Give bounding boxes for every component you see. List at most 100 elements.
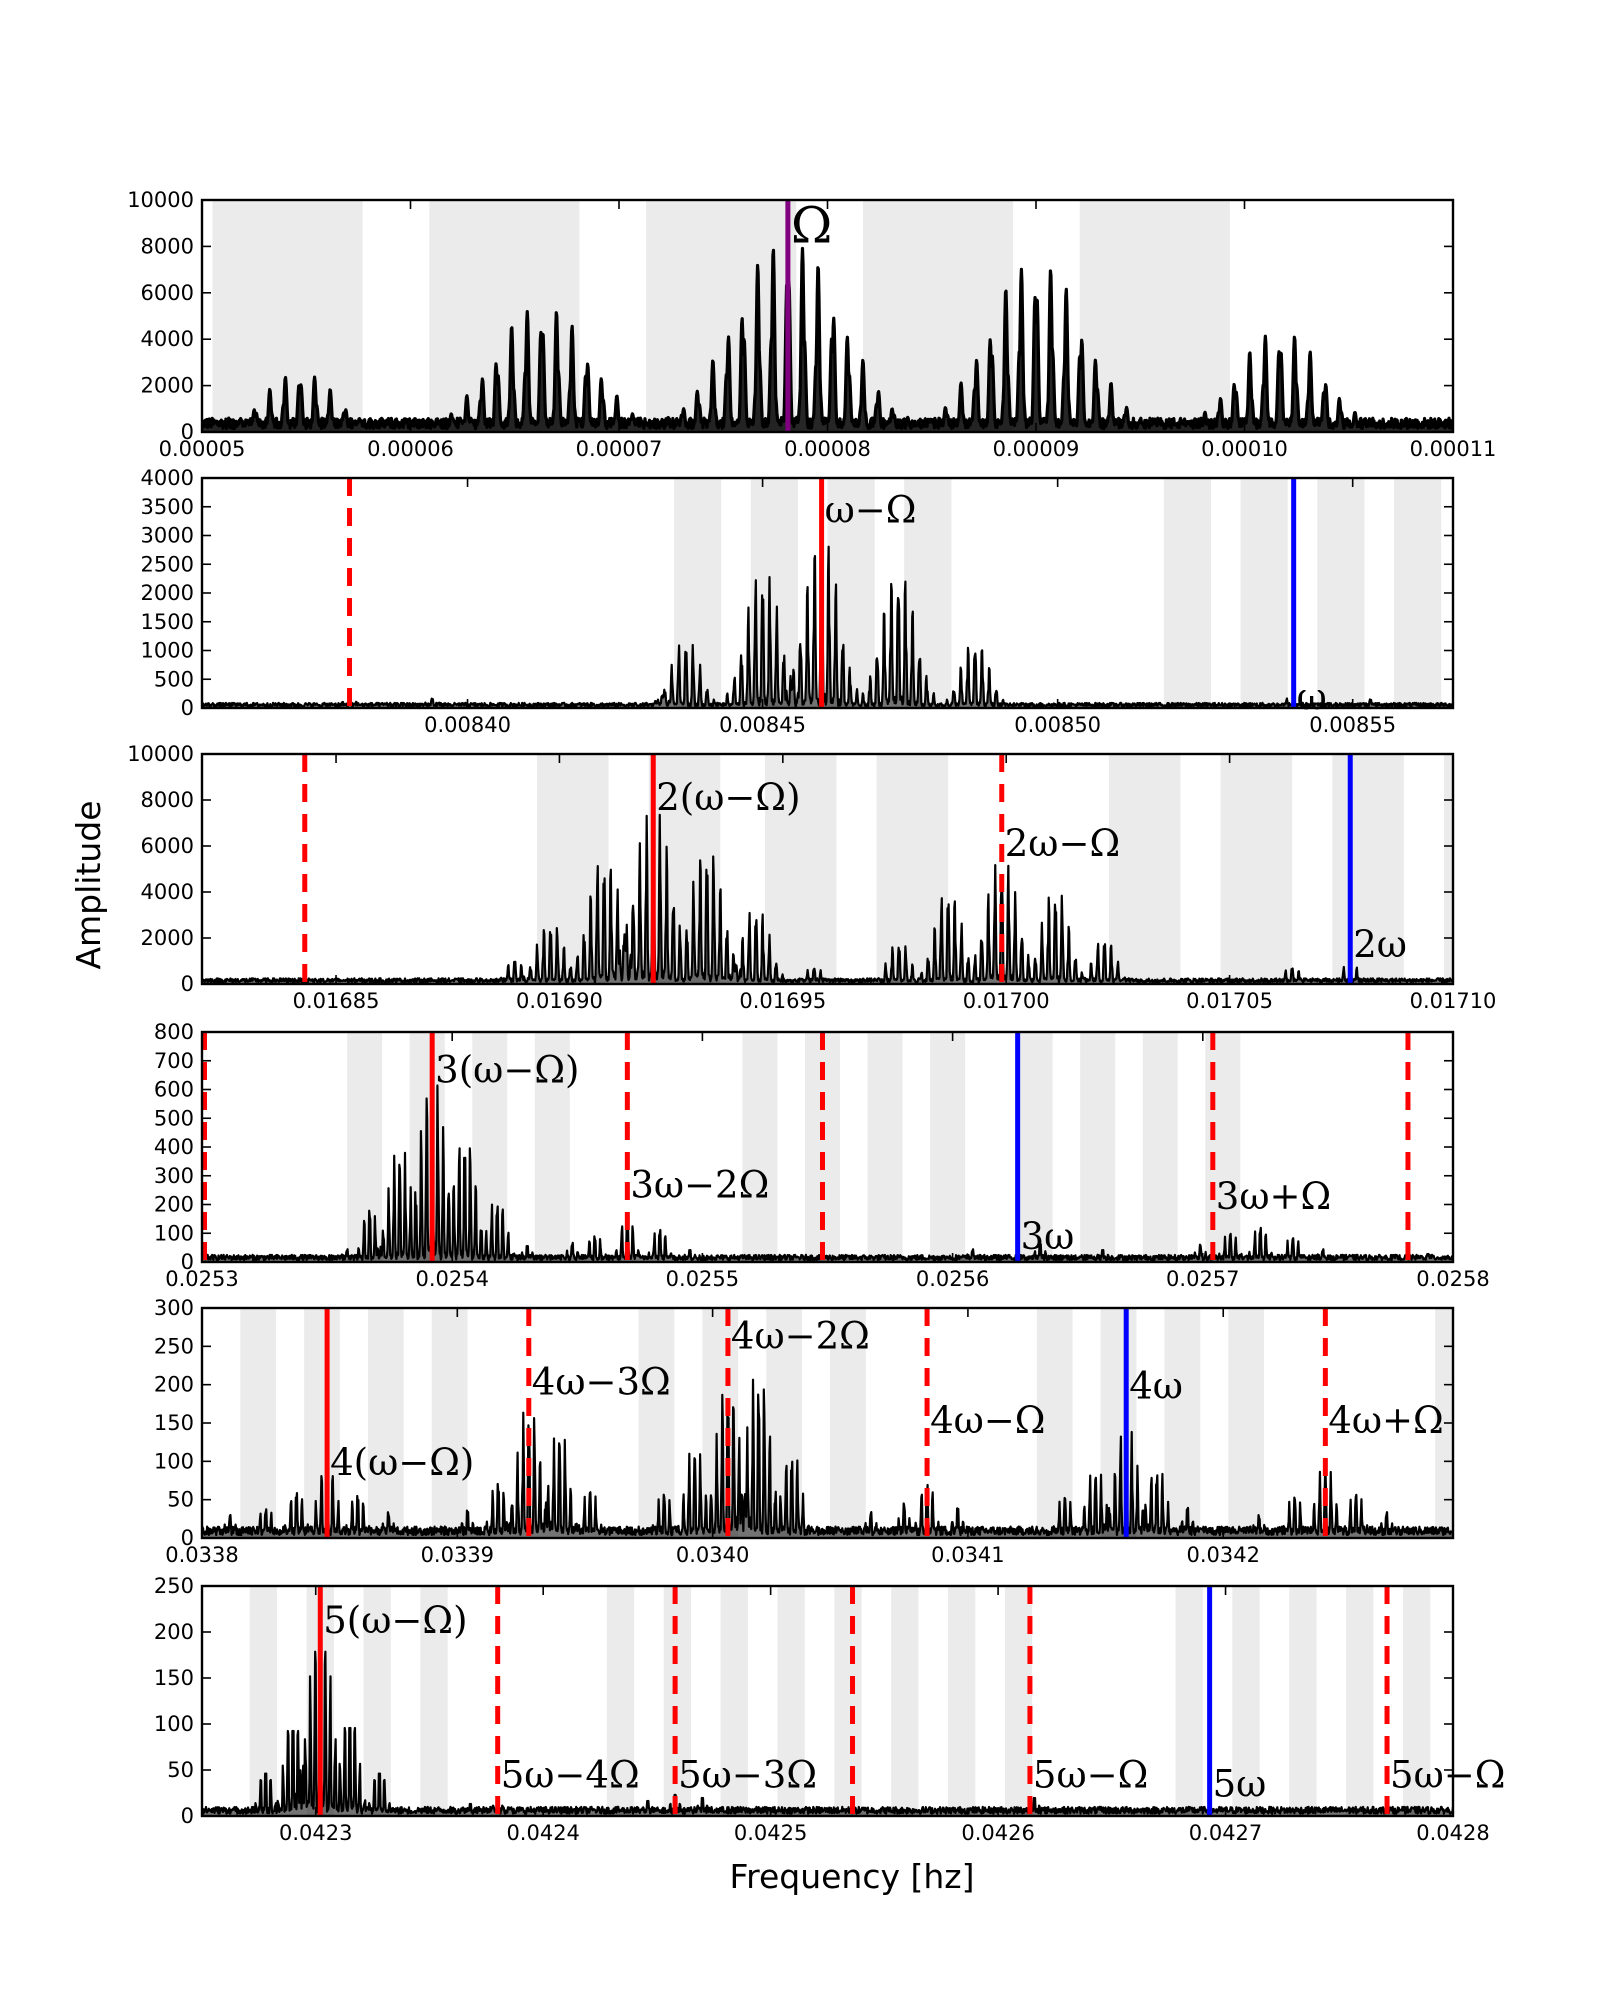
- subplot-6: 5(ω−Ω) 5ω−4Ω 5ω−3Ω 5ω−Ω 5ω 5ω−Ω 0 50 100 150 200 25…: [154, 1574, 1506, 1845]
- y-tick-label: 10000: [127, 742, 194, 766]
- shaded-band: [1317, 478, 1365, 708]
- shaded-band: [1164, 1308, 1201, 1538]
- shaded-band: [1289, 1586, 1317, 1816]
- x-tick-label: 0.01695: [739, 989, 826, 1013]
- y-tick-label: 2500: [141, 552, 194, 576]
- y-tick-label: 2000: [141, 926, 194, 950]
- y-tick-label: 500: [154, 1106, 194, 1130]
- shaded-band: [948, 1586, 976, 1816]
- marker-label: 4ω−2Ω: [731, 1315, 870, 1358]
- y-tick-label: 300: [154, 1164, 194, 1188]
- y-tick-label: 200: [154, 1193, 194, 1217]
- shaded-band: [891, 1586, 919, 1816]
- shaded-band: [1108, 754, 1181, 984]
- shaded-band: [750, 478, 798, 708]
- y-tick-label: 4000: [141, 880, 194, 904]
- x-tick-label: 0.01690: [516, 989, 603, 1013]
- y-tick-label: 800: [154, 1020, 194, 1044]
- marker-label: ω−Ω: [825, 489, 917, 532]
- shaded-band: [1220, 754, 1293, 984]
- spectrum-fill: [202, 546, 1453, 708]
- y-tick-label: 250: [154, 1334, 194, 1358]
- y-tick-label: 0: [181, 1526, 194, 1550]
- marker-label: 5ω−3Ω: [678, 1753, 817, 1796]
- subplot-1: Ω 0 2000 4000 6000 8000 10000 0.00005 0.00006 0.0…: [127, 188, 1496, 461]
- shaded-band: [876, 754, 949, 984]
- y-tick-label: 50: [167, 1758, 194, 1782]
- shaded-band: [834, 1586, 862, 1816]
- shaded-band: [1232, 1586, 1260, 1816]
- x-tick-label: 0.00840: [424, 713, 511, 737]
- shaded-band: [1240, 478, 1288, 708]
- y-tick-label: 0: [181, 1804, 194, 1828]
- subplot-2: ω−Ω ω 0 500 1000 1500 2000 2500 3000 3500 4000 0.00…: [141, 466, 1455, 737]
- shaded-band: [1444, 754, 1453, 984]
- x-tick-label: 0.01710: [1410, 989, 1497, 1013]
- x-tick-label: 0.0255: [666, 1267, 739, 1291]
- y-tick-label: 3000: [141, 524, 194, 548]
- y-tick-label: 300: [154, 1296, 194, 1320]
- x-tick-label: 0.0426: [961, 1821, 1034, 1845]
- x-tick-label: 0.0342: [1186, 1543, 1259, 1567]
- x-tick-label: 0.0340: [676, 1543, 749, 1567]
- y-tick-label: 0: [181, 696, 194, 720]
- shaded-band: [367, 1308, 404, 1538]
- shaded-band: [1036, 1308, 1073, 1538]
- shaded-band: [777, 1586, 805, 1816]
- shaded-band: [1228, 1308, 1265, 1538]
- y-tick-label: 6000: [141, 834, 194, 858]
- marker-label: 4ω−3Ω: [532, 1361, 671, 1404]
- marker-label: 4(ω−Ω): [330, 1441, 474, 1484]
- y-tick-label: 1000: [141, 639, 194, 663]
- x-tick-label: 0.00845: [719, 713, 806, 737]
- y-tick-label: 4000: [141, 466, 194, 490]
- plot-area: [202, 1586, 1453, 1816]
- shaded-band: [534, 1032, 570, 1262]
- y-tick-label: 2000: [141, 374, 194, 398]
- subplot-3: 2(ω−Ω) 2ω−Ω 2ω 0 2000 4000 6000 8000 10000 0.0168…: [127, 742, 1497, 1013]
- shaded-band: [1393, 478, 1442, 708]
- marker-label: 4ω−Ω: [930, 1399, 1045, 1442]
- y-tick-label: 250: [154, 1574, 194, 1598]
- spectrum-fill: [202, 248, 1453, 432]
- shaded-band: [1142, 1032, 1178, 1262]
- marker-label: 3(ω−Ω): [435, 1048, 579, 1091]
- x-tick-label: 0.00005: [159, 437, 246, 461]
- shaded-band: [249, 1586, 278, 1816]
- marker-label: 2ω−Ω: [1005, 822, 1120, 865]
- shaded-band: [1017, 1032, 1053, 1262]
- marker-label: 5ω: [1213, 1763, 1267, 1806]
- x-tick-label: 0.0428: [1416, 1821, 1489, 1845]
- marker-label: 4ω+Ω: [1328, 1399, 1443, 1442]
- x-tick-label: 0.00008: [784, 437, 871, 461]
- x-tick-label: 0.00850: [1014, 713, 1101, 737]
- x-tick-label: 0.0427: [1189, 1821, 1262, 1845]
- x-tick-label: 0.0258: [1416, 1267, 1489, 1291]
- y-tick-label: 8000: [141, 788, 194, 812]
- marker-label: 2ω: [1353, 923, 1407, 966]
- y-tick-label: 200: [154, 1373, 194, 1397]
- x-tick-label: 0.01685: [293, 989, 380, 1013]
- y-tick-label: 100: [154, 1221, 194, 1245]
- y-tick-label: 100: [154, 1712, 194, 1736]
- shaded-band: [420, 1586, 448, 1816]
- y-tick-label: 3500: [141, 495, 194, 519]
- y-tick-label: 10000: [127, 188, 194, 212]
- shaded-band: [674, 478, 722, 708]
- marker-label: 3ω−2Ω: [630, 1163, 769, 1206]
- marker-label: 5(ω−Ω): [323, 1599, 467, 1642]
- x-tick-label: 0.01705: [1186, 989, 1273, 1013]
- plot-area: [202, 200, 1453, 432]
- x-tick-label: 0.0254: [415, 1267, 488, 1291]
- subplot-4: 3(ω−Ω) 3ω−2Ω 3ω 3ω+Ω 0 100 200 300 400 500 600 700 8…: [154, 1020, 1490, 1291]
- x-tick-label: 0.0256: [916, 1267, 989, 1291]
- shaded-band: [1175, 1586, 1203, 1816]
- shaded-band: [638, 1308, 675, 1538]
- marker-label: 5ω−Ω: [1033, 1753, 1148, 1796]
- y-tick-label: 4000: [141, 327, 194, 351]
- x-tick-label: 0.0257: [1166, 1267, 1239, 1291]
- x-tick-label: 0.0423: [279, 1821, 352, 1845]
- y-tick-label: 500: [154, 667, 194, 691]
